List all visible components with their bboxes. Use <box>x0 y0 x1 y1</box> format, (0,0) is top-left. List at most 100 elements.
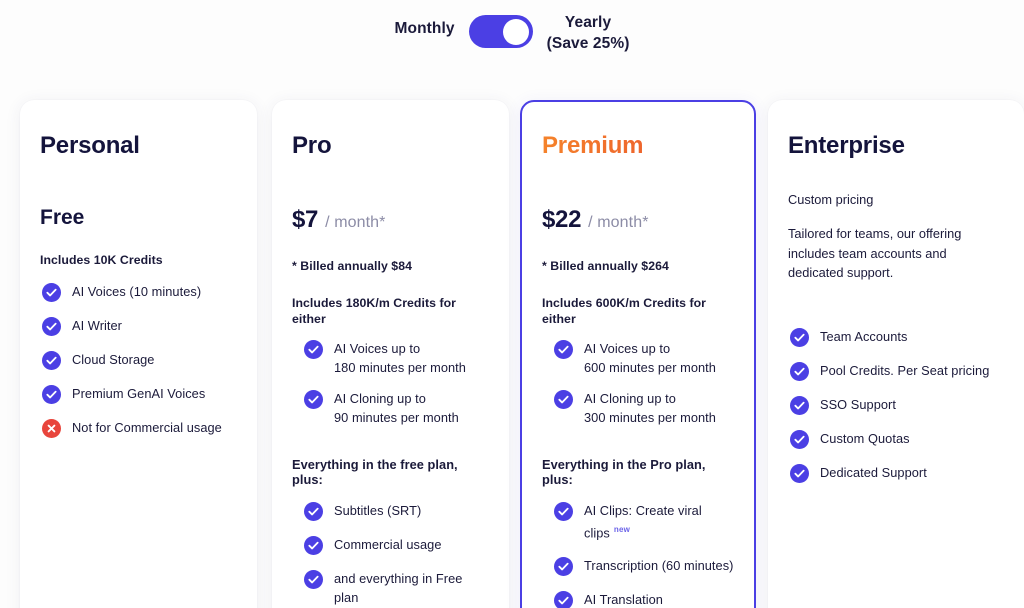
list-item: and everything in Free plan <box>302 569 489 607</box>
quota-line-1: AI Cloning up to <box>334 391 426 406</box>
quota-line-1: AI Cloning up to <box>584 391 676 406</box>
price-amount: $7 <box>292 206 319 233</box>
plan-price-premium: $22 / month* <box>542 206 734 234</box>
check-icon <box>554 591 573 608</box>
list-item: Subtitles (SRT) <box>302 501 489 521</box>
feature-label: Dedicated Support <box>820 464 927 480</box>
pricing-card-enterprise[interactable]: Enterprise Custom pricing Tailored for t… <box>768 100 1024 608</box>
feature-list-enterprise: Team Accounts Pool Credits. Per Seat pri… <box>788 327 1004 483</box>
check-icon <box>790 429 809 449</box>
pricing-cards: Personal Free Includes 10K Credits AI Vo… <box>0 100 1024 608</box>
plan-price-personal: Free <box>40 206 85 229</box>
list-item: AI Writer <box>40 316 237 336</box>
plan-title-enterprise: Enterprise <box>788 132 905 159</box>
pricing-card-premium[interactable]: Premium $22 / month* * Billed annually $… <box>520 100 756 608</box>
list-item: Transcription (60 minutes) <box>552 556 734 577</box>
plan-credits-premium: Includes 600K/m Credits for either <box>542 296 706 326</box>
pricing-card-pro[interactable]: Pro $7 / month* * Billed annually $84 In… <box>272 100 509 608</box>
plan-custom-pricing: Custom pricing <box>788 192 874 207</box>
quota-line-2: 180 minutes per month <box>334 360 466 375</box>
plan-price-pro: $7 / month* <box>292 206 489 234</box>
list-item: AI Cloning up to 300 minutes per month <box>552 389 734 427</box>
plan-section-note-pro: Everything in the free plan, plus: <box>292 457 458 487</box>
check-icon <box>304 502 323 521</box>
quota-label: AI Cloning up to 90 minutes per month <box>334 389 459 427</box>
toggle-label-monthly[interactable]: Monthly <box>394 20 455 37</box>
check-icon <box>790 361 809 381</box>
plan-billed-note-premium: * Billed annually $264 <box>542 259 669 273</box>
list-item: AI Translation <box>552 590 734 608</box>
list-item: AI Clips: Create viral clips new <box>552 501 734 542</box>
toggle-label-yearly[interactable]: Yearly <box>564 14 612 31</box>
plan-billed-note-pro: * Billed annually $84 <box>292 259 412 273</box>
quota-label: AI Voices up to 600 minutes per month <box>584 339 716 377</box>
quota-line-1: AI Voices up to <box>334 341 421 356</box>
list-item: SSO Support <box>788 395 1004 415</box>
plan-credits-pro: Includes 180K/m Credits for either <box>292 296 456 326</box>
cross-icon <box>42 419 61 438</box>
feature-label: Pool Credits. Per Seat pricing <box>820 362 990 378</box>
list-item: Custom Quotas <box>788 429 1004 449</box>
check-icon <box>42 317 61 336</box>
list-item: AI Cloning up to 90 minutes per month <box>302 389 489 427</box>
quota-label: AI Voices up to 180 minutes per month <box>334 339 466 377</box>
check-icon <box>42 385 61 404</box>
list-item: AI Voices up to 600 minutes per month <box>552 339 734 377</box>
quota-line-2: 300 minutes per month <box>584 410 716 425</box>
feature-list-personal: AI Voices (10 minutes) AI Writer Cloud S… <box>40 282 237 438</box>
switch-knob <box>502 18 529 45</box>
feature-label: Cloud Storage <box>72 352 155 367</box>
feature-list-pro: Subtitles (SRT) Commercial usage and eve… <box>292 501 489 607</box>
feature-label: AI Translation <box>584 592 663 608</box>
list-item: Commercial usage <box>302 535 489 555</box>
plan-section-note-premium: Everything in the Pro plan, plus: <box>542 457 706 487</box>
feature-label: SSO Support <box>820 396 896 412</box>
check-icon <box>790 395 809 415</box>
pricing-card-personal[interactable]: Personal Free Includes 10K Credits AI Vo… <box>20 100 257 608</box>
feature-label: Transcription (60 minutes) <box>584 558 734 574</box>
quota-line-1: AI Voices up to <box>584 341 671 356</box>
feature-label: Subtitles (SRT) <box>334 503 422 518</box>
billing-period-switch[interactable] <box>468 15 533 48</box>
quota-list-premium: AI Voices up to 600 minutes per month AI… <box>542 339 734 427</box>
check-icon <box>790 327 809 347</box>
feature-label: AI Clips: Create viral clips new <box>584 501 734 542</box>
list-item: AI Voices (10 minutes) <box>40 282 237 302</box>
feature-text: AI Clips: Create viral clips <box>584 503 702 541</box>
list-item: AI Voices up to 180 minutes per month <box>302 339 489 377</box>
list-item: Team Accounts <box>788 327 1004 347</box>
feature-label: Not for Commercial usage <box>72 420 222 435</box>
billing-toggle: Monthly Yearly (Save 25%) <box>0 0 1024 62</box>
feature-list-premium: AI Clips: Create viral clips new Transcri… <box>542 501 734 608</box>
feature-label: Premium GenAI Voices <box>72 386 206 401</box>
toggle-label-save: (Save 25%) <box>546 35 630 52</box>
check-icon <box>554 557 573 577</box>
list-item: Not for Commercial usage <box>40 418 237 438</box>
check-icon <box>42 351 61 370</box>
quota-label: AI Cloning up to 300 minutes per month <box>584 389 716 427</box>
check-icon <box>304 536 323 555</box>
plan-title-pro: Pro <box>292 132 332 159</box>
plan-title-premium: Premium <box>542 132 734 160</box>
check-icon <box>304 390 323 409</box>
check-icon <box>790 463 809 483</box>
plan-credits-personal: Includes 10K Credits <box>40 253 163 267</box>
list-item: Dedicated Support <box>788 463 1004 483</box>
new-badge: new <box>613 525 631 534</box>
quota-line-2: 600 minutes per month <box>584 360 716 375</box>
feature-label: AI Voices (10 minutes) <box>72 284 202 299</box>
check-icon <box>554 390 573 409</box>
price-amount: $22 <box>542 206 582 233</box>
feature-label: Team Accounts <box>820 328 908 344</box>
list-item: Pool Credits. Per Seat pricing <box>788 361 1004 381</box>
toggle-yearly-group[interactable]: Yearly (Save 25%) <box>547 11 630 55</box>
price-period: / month* <box>588 214 649 231</box>
check-icon <box>554 502 573 521</box>
feature-label: AI Writer <box>72 318 122 333</box>
feature-label: Custom Quotas <box>820 430 910 446</box>
plan-title-personal: Personal <box>40 132 140 159</box>
check-icon <box>304 340 323 359</box>
feature-label: and everything in Free plan <box>334 571 463 605</box>
quota-line-2: 90 minutes per month <box>334 410 459 425</box>
check-icon <box>554 340 573 359</box>
